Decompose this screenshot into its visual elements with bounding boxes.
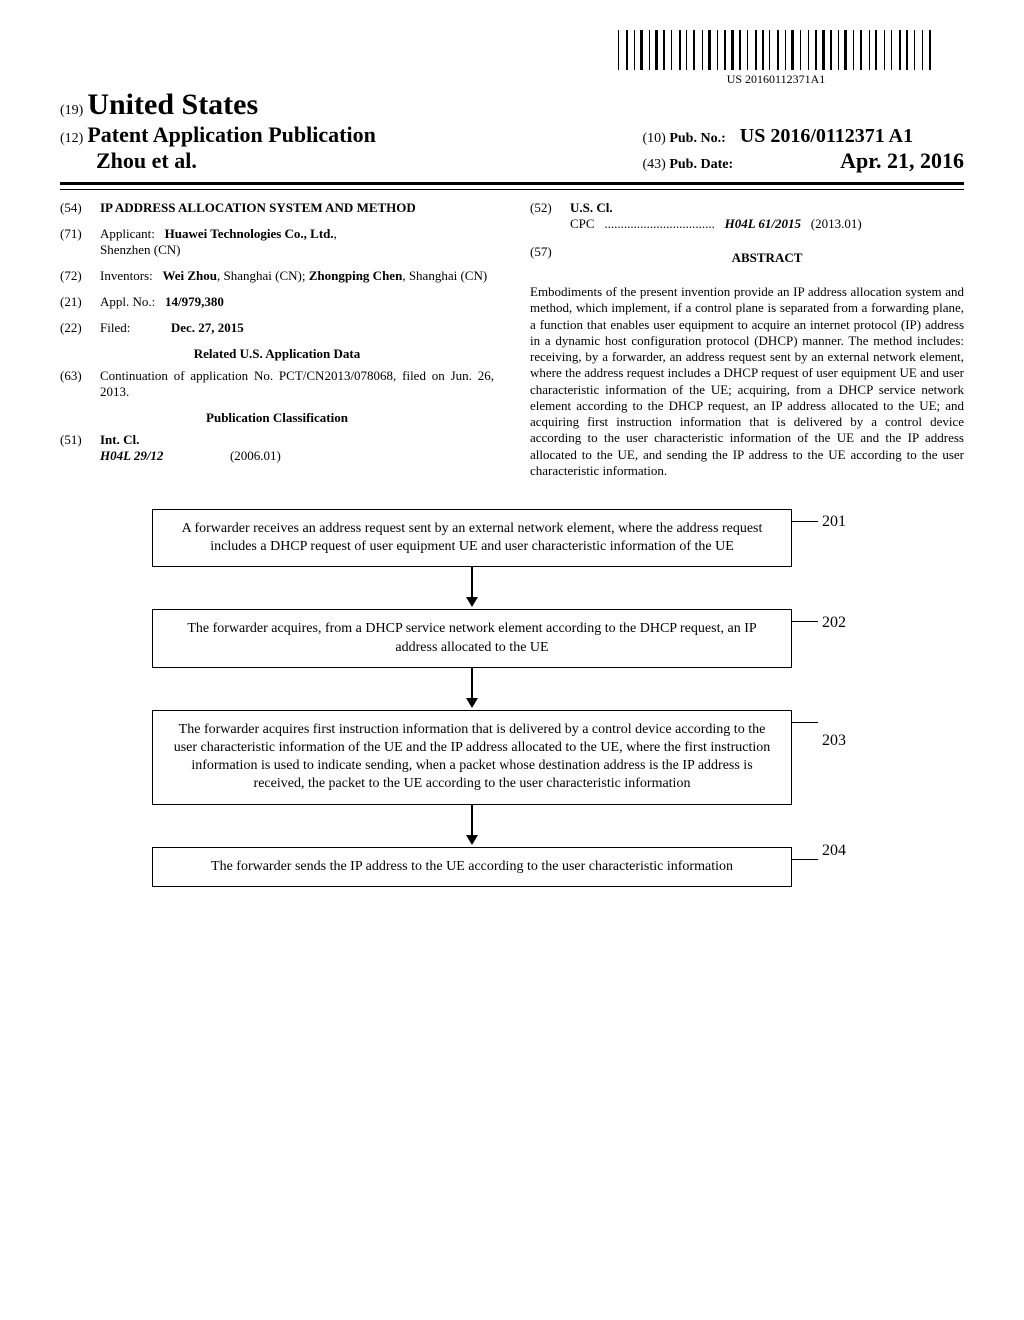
inventor-1: Wei Zhou	[162, 268, 217, 283]
flowchart-step-number: 204	[822, 842, 846, 860]
intcl-code: H04L 29/12	[100, 448, 163, 463]
header-left: (19) United States (12) Patent Applicati…	[60, 88, 376, 174]
flowchart-lead-line	[792, 722, 818, 723]
pubclass-title: Publication Classification	[60, 410, 494, 426]
applicant-num: (71)	[60, 226, 100, 258]
intcl-num: (51)	[60, 432, 100, 464]
abstract-header: (57) ABSTRACT	[530, 244, 964, 274]
intcl-ver: (2006.01)	[230, 448, 281, 463]
flowchart-arrow	[152, 668, 792, 710]
filed-date: Dec. 27, 2015	[171, 320, 244, 335]
cont-num: (63)	[60, 368, 100, 400]
flowchart-step: The forwarder sends the IP address to th…	[152, 847, 872, 887]
abstract-label: ABSTRACT	[570, 250, 964, 266]
related-title: Related U.S. Application Data	[60, 346, 494, 362]
applicant-label: Applicant:	[100, 226, 155, 241]
invention-title: IP ADDRESS ALLOCATION SYSTEM AND METHOD	[100, 200, 494, 216]
uscl-body: U.S. Cl. CPC ...........................…	[570, 200, 964, 232]
flowchart-box: The forwarder acquires, from a DHCP serv…	[152, 609, 792, 667]
inventors-entry: (72) Inventors: Wei Zhou, Shanghai (CN);…	[60, 268, 494, 284]
applno: 14/979,380	[165, 294, 224, 309]
cont-text: Continuation of application No. PCT/CN20…	[100, 368, 494, 400]
pubno-num: (10)	[643, 131, 666, 146]
uscl-num: (52)	[530, 200, 570, 232]
flowchart-arrow	[152, 805, 792, 847]
flowchart-step: A forwarder receives an address request …	[152, 509, 872, 567]
pubdate: Apr. 21, 2016	[840, 148, 964, 173]
flowchart-lead-line	[792, 521, 818, 522]
flowchart-step: The forwarder acquires, from a DHCP serv…	[152, 609, 872, 667]
flowchart-lead-line	[792, 859, 818, 860]
intcl-label: Int. Cl.	[100, 432, 139, 447]
barcode-number: US 20160112371A1	[618, 72, 934, 87]
header-right: (10) Pub. No.: US 2016/0112371 A1 (43) P…	[643, 125, 964, 174]
applno-label: Appl. No.:	[100, 294, 155, 309]
right-column: (52) U.S. Cl. CPC ......................…	[530, 200, 964, 479]
country-num: (19)	[60, 103, 83, 118]
applicant-body: Applicant: Huawei Technologies Co., Ltd.…	[100, 226, 494, 258]
flowchart-box: The forwarder acquires first instruction…	[152, 710, 792, 805]
biblio-columns: (54) IP ADDRESS ALLOCATION SYSTEM AND ME…	[60, 200, 964, 479]
uscl-label: U.S. Cl.	[570, 200, 613, 215]
cpc-year: (2013.01)	[811, 216, 862, 231]
pubdate-label: Pub. Date:	[669, 157, 733, 172]
flowchart: A forwarder receives an address request …	[152, 509, 872, 887]
applicant-loc: Shenzhen (CN)	[100, 242, 181, 257]
pubdate-num: (43)	[643, 157, 666, 172]
flowchart-step: The forwarder acquires first instruction…	[152, 710, 872, 805]
applno-entry: (21) Appl. No.: 14/979,380	[60, 294, 494, 310]
inventor-2-loc: , Shanghai (CN)	[402, 268, 487, 283]
title-entry: (54) IP ADDRESS ALLOCATION SYSTEM AND ME…	[60, 200, 494, 216]
applno-body: Appl. No.: 14/979,380	[100, 294, 494, 310]
patent-page: US 20160112371A1 (19) United States (12)…	[0, 0, 1024, 1320]
continuation-entry: (63) Continuation of application No. PCT…	[60, 368, 494, 400]
inventors-label: Inventors:	[100, 268, 153, 283]
cpc-dots: ..................................	[604, 216, 715, 231]
pub-type: Patent Application Publication	[87, 122, 375, 147]
barcode	[618, 30, 934, 70]
left-column: (54) IP ADDRESS ALLOCATION SYSTEM AND ME…	[60, 200, 494, 479]
pub-type-num: (12)	[60, 131, 83, 146]
filed-label: Filed:	[100, 320, 130, 335]
flowchart-arrow	[152, 567, 792, 609]
inventor-2: Zhongping Chen	[309, 268, 403, 283]
applicant-entry: (71) Applicant: Huawei Technologies Co.,…	[60, 226, 494, 258]
intcl-body: Int. Cl. H04L 29/12 (2006.01)	[100, 432, 494, 464]
country-name: United States	[87, 88, 258, 121]
flowchart-step-number: 202	[822, 614, 846, 632]
flowchart-step-number: 201	[822, 513, 846, 531]
inventor-1-loc: , Shanghai (CN);	[217, 268, 309, 283]
filed-entry: (22) Filed: Dec. 27, 2015	[60, 320, 494, 336]
inventors-body: Inventors: Wei Zhou, Shanghai (CN); Zhon…	[100, 268, 494, 284]
pubno-label: Pub. No.:	[669, 131, 725, 146]
filed-body: Filed: Dec. 27, 2015	[100, 320, 494, 336]
publication-header: (19) United States (12) Patent Applicati…	[60, 88, 964, 174]
uscl-entry: (52) U.S. Cl. CPC ......................…	[530, 200, 964, 232]
filed-num: (22)	[60, 320, 100, 336]
flowchart-box: A forwarder receives an address request …	[152, 509, 792, 567]
rule-thick	[60, 182, 964, 185]
cpc-code: H04L 61/2015	[725, 216, 801, 231]
rule-thin	[60, 189, 964, 190]
flowchart-lead-line	[792, 621, 818, 622]
inventors-num: (72)	[60, 268, 100, 284]
applicant-name: Huawei Technologies Co., Ltd.	[165, 226, 334, 241]
flowchart-step-number: 203	[822, 732, 846, 750]
abstract-num: (57)	[530, 244, 570, 274]
authors: Zhou et al.	[96, 148, 376, 174]
intcl-entry: (51) Int. Cl. H04L 29/12 (2006.01)	[60, 432, 494, 464]
applno-num: (21)	[60, 294, 100, 310]
barcode-block: US 20160112371A1	[618, 30, 934, 87]
abstract-text: Embodiments of the present invention pro…	[530, 284, 964, 479]
flowchart-box: The forwarder sends the IP address to th…	[152, 847, 792, 887]
pubno: US 2016/0112371 A1	[740, 125, 913, 147]
title-num: (54)	[60, 200, 100, 216]
cpc-label: CPC	[570, 216, 595, 231]
